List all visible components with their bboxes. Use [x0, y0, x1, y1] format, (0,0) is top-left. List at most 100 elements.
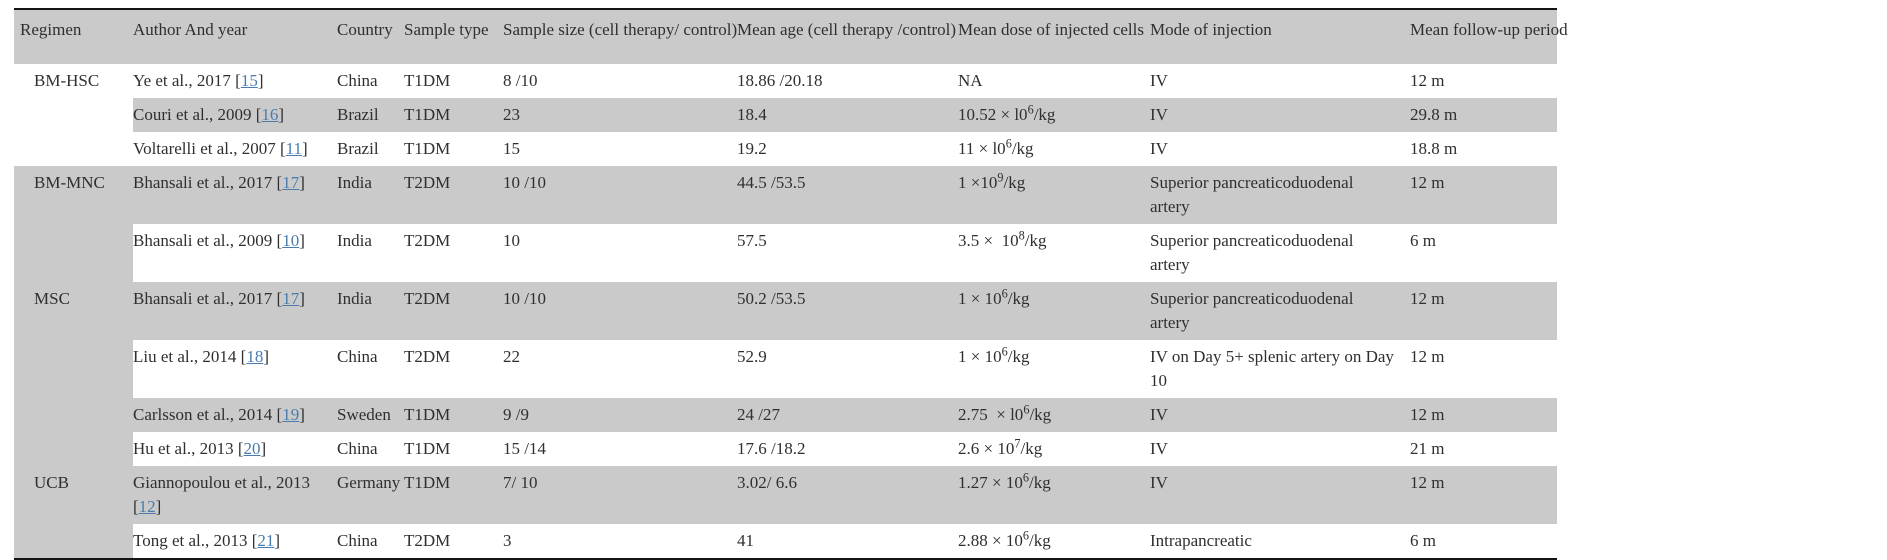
reference-link[interactable]: 17 [282, 289, 300, 308]
country-cell: China [337, 347, 378, 366]
mode-of-injection-cell: IV [1150, 139, 1168, 158]
column-header-mean-age: Mean age (cell therapy /control) [737, 20, 957, 39]
table-row: BM-HSC Ye et al., 2017 [15] China T1DM 8 /10… [14, 64, 1557, 166]
table-row: Bhansali et al., 2009 [10] India T2DM 10 57.… [14, 224, 1557, 282]
mean-age-cell: 52.9 [737, 347, 767, 366]
sample-size-cell: 7/ 10 [503, 466, 737, 524]
mean-dose-cell: 2.6 × 107/kg [958, 436, 1043, 458]
author-cell: Liu et al., 2014 [18] [133, 347, 269, 366]
follow-up-cell: 12 m [1410, 398, 1557, 432]
follow-up-cell: 6 m [1410, 531, 1436, 550]
reference-link[interactable]: 17 [282, 173, 300, 192]
author-cell: Bhansali et al., 2009 [10] [133, 231, 305, 250]
follow-up-cell: 12 m [1410, 466, 1557, 524]
mean-dose-cell: 1 ×109/kg [958, 166, 1150, 224]
country-cell: Brazil [337, 98, 404, 132]
author-cell: Bhansali et al., 2017 [17] [133, 166, 337, 224]
reference-link[interactable]: 20 [243, 439, 261, 458]
mean-dose-cell: NA [958, 71, 983, 90]
mode-of-injection-cell: IV [1150, 439, 1168, 458]
reference-link[interactable]: 12 [138, 497, 156, 516]
follow-up-cell: 12 m [1410, 282, 1557, 340]
reference-link[interactable]: 15 [240, 71, 258, 90]
dose-exponent: 6 [1022, 470, 1029, 485]
mean-dose-cell: 2.75 × l06/kg [958, 398, 1150, 432]
mean-dose-cell: 1 × 106/kg [958, 282, 1150, 340]
author-cell: Tong et al., 2013 [21] [133, 531, 281, 550]
dose-exponent: 6 [1005, 136, 1012, 151]
mode-of-injection-cell: IV [1150, 398, 1410, 432]
header-row: Regimen Author And year Country Sample t… [14, 9, 1568, 64]
mean-age-cell: 3.02/ 6.6 [737, 466, 958, 524]
column-header-author-and-year: Author And year [133, 20, 248, 39]
regimen-cell: BM-HSC [14, 64, 133, 166]
mode-of-injection-cell: IV on Day 5+ splenic artery on Day 10 [1150, 347, 1394, 390]
follow-up-cell: 18.8 m [1410, 139, 1458, 158]
sample-type-cell: T1DM [404, 98, 503, 132]
clinical-studies-table: Regimen Author And year Country Sample t… [14, 8, 1568, 560]
regimen-cell: BM-MNC [14, 166, 133, 282]
country-cell: Sweden [337, 398, 404, 432]
country-cell: China [337, 71, 378, 90]
mean-dose-cell: 11 × l06/kg [958, 136, 1034, 158]
reference-link[interactable]: 10 [282, 231, 300, 250]
table-row: Carlsson et al., 2014 [19] Sweden T1DM 9 /9… [14, 398, 1557, 432]
reference-link[interactable]: 18 [246, 347, 264, 366]
reference-link[interactable]: 21 [257, 531, 275, 550]
follow-up-cell: 12 m [1410, 71, 1445, 90]
table-body: BM-HSC Ye et al., 2017 [15] China T1DM 8 /10… [14, 64, 1557, 559]
author-cell: Carlsson et al., 2014 [19] [133, 398, 337, 432]
mode-of-injection-cell: IV [1150, 466, 1410, 524]
author-cell: Bhansali et al., 2017 [17] [133, 282, 337, 340]
mode-of-injection-cell: IV [1150, 98, 1410, 132]
sample-size-cell: 8 /10 [503, 71, 538, 90]
sample-type-cell: T2DM [404, 282, 503, 340]
follow-up-cell: 12 m [1410, 347, 1445, 366]
mean-dose-cell: 2.88 × 106/kg [958, 528, 1051, 550]
column-header-country: Country [337, 20, 393, 39]
sample-size-cell: 10 /10 [503, 166, 737, 224]
sample-type-cell: T1DM [404, 71, 451, 90]
author-cell: Hu et al., 2013 [20] [133, 439, 267, 458]
reference-link[interactable]: 16 [261, 105, 279, 124]
mean-age-cell: 24 /27 [737, 398, 958, 432]
country-cell: India [337, 166, 404, 224]
sample-type-cell: T2DM [404, 231, 451, 250]
author-cell: Ye et al., 2017 [15] [133, 71, 264, 90]
sample-size-cell: 10 /10 [503, 282, 737, 340]
mode-of-injection-cell: Superior pancreaticoduodenal artery [1150, 166, 1410, 224]
follow-up-cell: 29.8 m [1410, 98, 1557, 132]
sample-size-cell: 3 [503, 531, 512, 550]
sample-type-cell: T1DM [404, 398, 503, 432]
sample-type-cell: T2DM [404, 166, 503, 224]
country-cell: Germany [337, 466, 404, 524]
dose-exponent: 9 [997, 170, 1004, 185]
sample-size-cell: 10 [503, 231, 520, 250]
country-cell: India [337, 282, 404, 340]
mean-age-cell: 17.6 /18.2 [737, 439, 806, 458]
dose-exponent: 6 [1022, 528, 1029, 543]
column-header-mean-dose: Mean dose of injected cells [958, 20, 1144, 39]
dose-exponent: 6 [1027, 102, 1034, 117]
table-row: Liu et al., 2014 [18] China T2DM 22 52.9 1 × … [14, 340, 1557, 398]
table-row: UCB Giannopoulou et al., 2013 [12] Germany… [14, 466, 1557, 559]
column-header-follow-up-period: Mean follow-up period [1410, 20, 1568, 39]
sample-size-cell: 9 /9 [503, 398, 737, 432]
column-header-sample-size: Sample size (cell therapy/ control) [503, 20, 738, 39]
author-cell: Voltarelli et al., 2007 [11] [133, 139, 308, 158]
table-row: Tong et al., 2013 [21] China T2DM 3 41 2.88 ×… [14, 524, 1557, 559]
country-cell: Brazil [337, 139, 379, 158]
mean-dose-cell: 3.5 × 108/kg [958, 228, 1047, 250]
column-header-mode-of-injection: Mode of injection [1150, 20, 1272, 39]
dose-exponent: 6 [1001, 344, 1008, 359]
table-row: Hu et al., 2013 [20] China T1DM 15 /14 17.6 … [14, 432, 1557, 466]
column-header-regimen: Regimen [20, 20, 82, 39]
mean-age-cell: 19.2 [737, 139, 767, 158]
reference-link[interactable]: 19 [282, 405, 300, 424]
mean-age-cell: 18.4 [737, 98, 958, 132]
author-cell: Couri et al., 2009 [16] [133, 98, 337, 132]
follow-up-cell: 12 m [1410, 166, 1557, 224]
sample-size-cell: 15 /14 [503, 439, 546, 458]
reference-link[interactable]: 11 [285, 139, 303, 158]
dose-exponent: 6 [1023, 402, 1030, 417]
